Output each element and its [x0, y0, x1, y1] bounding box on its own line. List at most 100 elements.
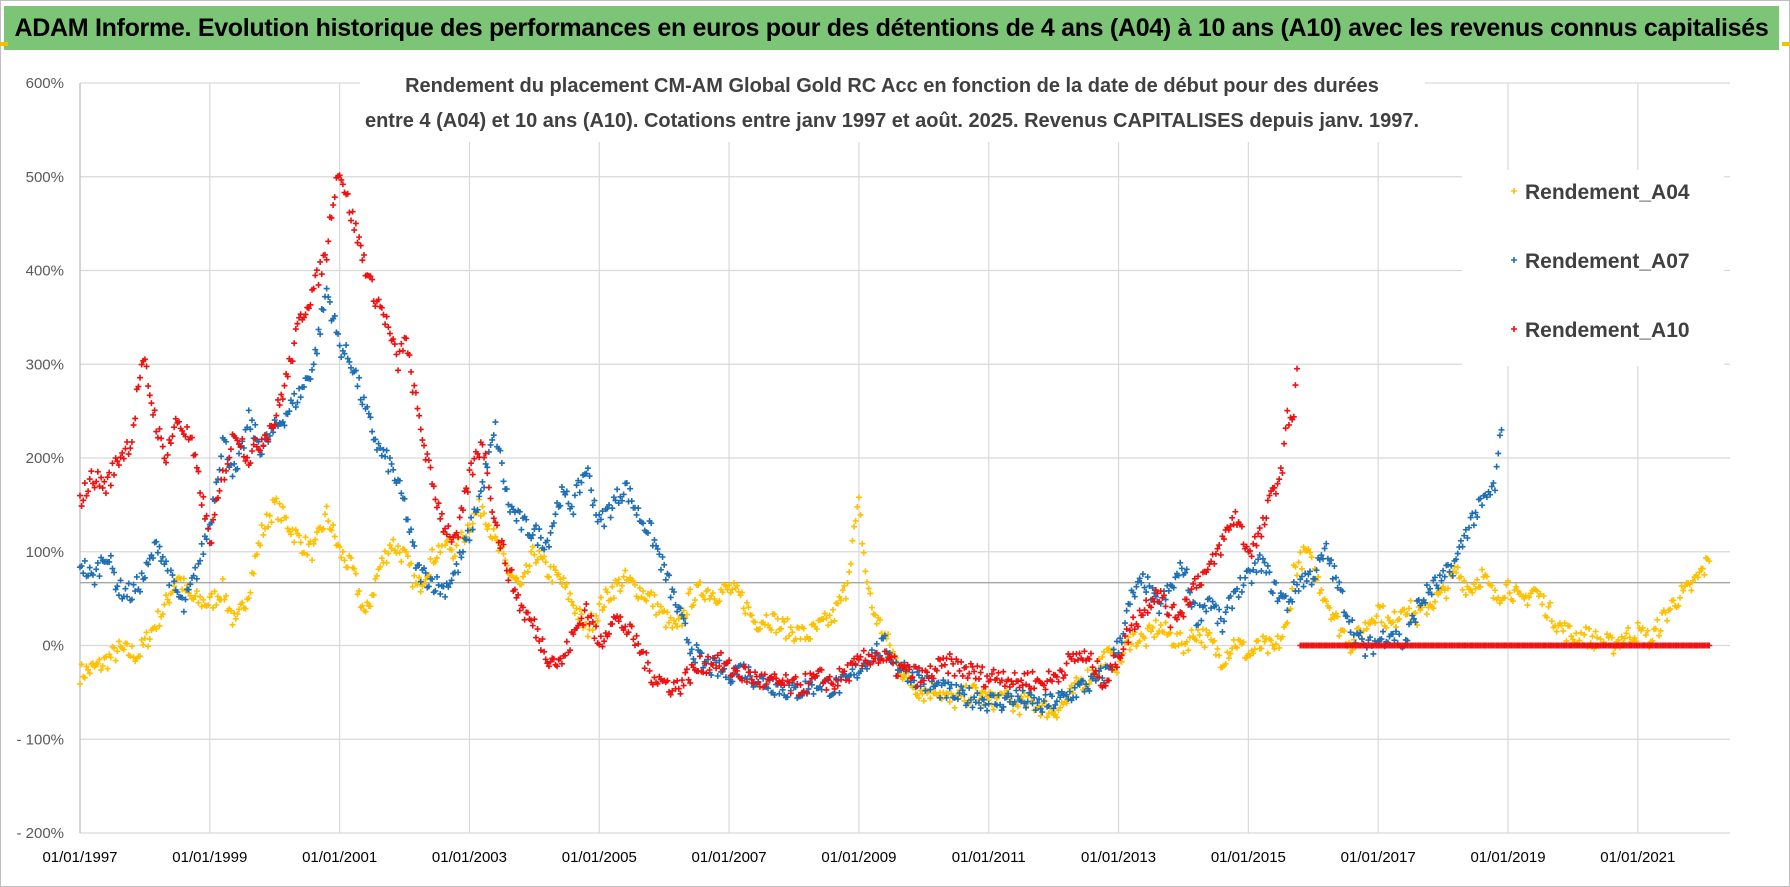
data-point [302, 311, 309, 318]
data-point [1367, 634, 1374, 641]
data-point [1246, 547, 1253, 554]
data-point [711, 654, 718, 661]
data-point [1479, 566, 1486, 573]
data-point [604, 589, 611, 596]
data-point [292, 526, 299, 533]
data-point [1014, 703, 1021, 710]
data-point [773, 629, 780, 636]
data-point [1149, 624, 1156, 631]
data-point [1441, 587, 1448, 594]
data-point [1654, 616, 1661, 623]
data-point [729, 678, 736, 685]
data-point [133, 573, 140, 580]
data-point [1292, 382, 1299, 389]
data-point [760, 675, 767, 682]
data-point [1297, 549, 1304, 556]
data-point [1610, 650, 1617, 657]
data-point [208, 590, 215, 597]
data-point [132, 415, 139, 422]
data-point [532, 634, 539, 641]
data-point [515, 578, 522, 585]
data-point [558, 484, 565, 491]
data-point [1238, 523, 1245, 530]
data-point [1477, 495, 1484, 502]
banner-corner-right [1782, 42, 1790, 46]
data-point [1198, 617, 1205, 624]
data-point [234, 465, 241, 472]
data-point [974, 690, 981, 697]
data-point [1096, 674, 1103, 681]
data-point [636, 585, 643, 592]
data-point [901, 662, 908, 669]
data-point [823, 615, 830, 622]
data-point [870, 658, 877, 665]
data-point [583, 601, 590, 608]
data-point [1378, 636, 1385, 643]
data-point [640, 520, 647, 527]
data-point [138, 361, 145, 368]
data-point [1211, 637, 1218, 644]
data-point [979, 664, 986, 671]
data-point [253, 443, 260, 450]
data-point [620, 491, 627, 498]
data-point [1092, 677, 1099, 684]
data-point [693, 641, 700, 648]
data-point [586, 620, 593, 627]
data-point [529, 531, 536, 538]
data-point [1167, 629, 1174, 636]
data-point [1014, 693, 1021, 700]
data-point [1206, 595, 1213, 602]
data-point [469, 520, 476, 527]
data-point [266, 512, 273, 519]
data-point [1216, 542, 1223, 549]
data-point [1045, 703, 1052, 710]
data-point [912, 663, 919, 670]
data-point [826, 673, 833, 680]
data-point [1076, 681, 1083, 688]
data-point [326, 298, 333, 305]
data-point [403, 335, 410, 342]
data-point [1276, 644, 1283, 651]
chart-title-box: Rendement du placement CM-AM Global Gold… [360, 66, 1425, 142]
data-point [1503, 581, 1510, 588]
data-point [716, 598, 723, 605]
data-point [834, 682, 841, 689]
data-point [120, 646, 127, 653]
data-point [497, 447, 504, 454]
data-point [145, 561, 152, 568]
data-point [244, 454, 251, 461]
data-point [1295, 559, 1302, 566]
data-point [505, 577, 512, 584]
data-point [893, 659, 900, 666]
data-point [1122, 620, 1129, 627]
data-point [547, 658, 554, 665]
data-point [114, 458, 121, 465]
data-point [581, 607, 588, 614]
data-point [455, 569, 462, 576]
data-point [317, 331, 324, 338]
data-point [1141, 607, 1148, 614]
data-point [223, 467, 230, 474]
data-point [1436, 572, 1443, 579]
data-point [1126, 627, 1133, 634]
data-point [265, 436, 272, 443]
data-point [323, 503, 330, 510]
data-point [354, 591, 361, 598]
data-point [128, 643, 135, 650]
data-point [1540, 592, 1547, 599]
data-point [1276, 595, 1283, 602]
data-point [1522, 592, 1529, 599]
data-point [729, 671, 736, 678]
data-point [146, 392, 153, 399]
data-point [261, 525, 268, 532]
data-point [852, 660, 859, 667]
data-point [1185, 647, 1192, 654]
data-point [463, 485, 470, 492]
data-point [1576, 637, 1583, 644]
data-point [909, 674, 916, 681]
data-point [1367, 620, 1374, 627]
data-point [550, 563, 557, 570]
data-point [1180, 650, 1187, 657]
data-point [1285, 421, 1292, 428]
